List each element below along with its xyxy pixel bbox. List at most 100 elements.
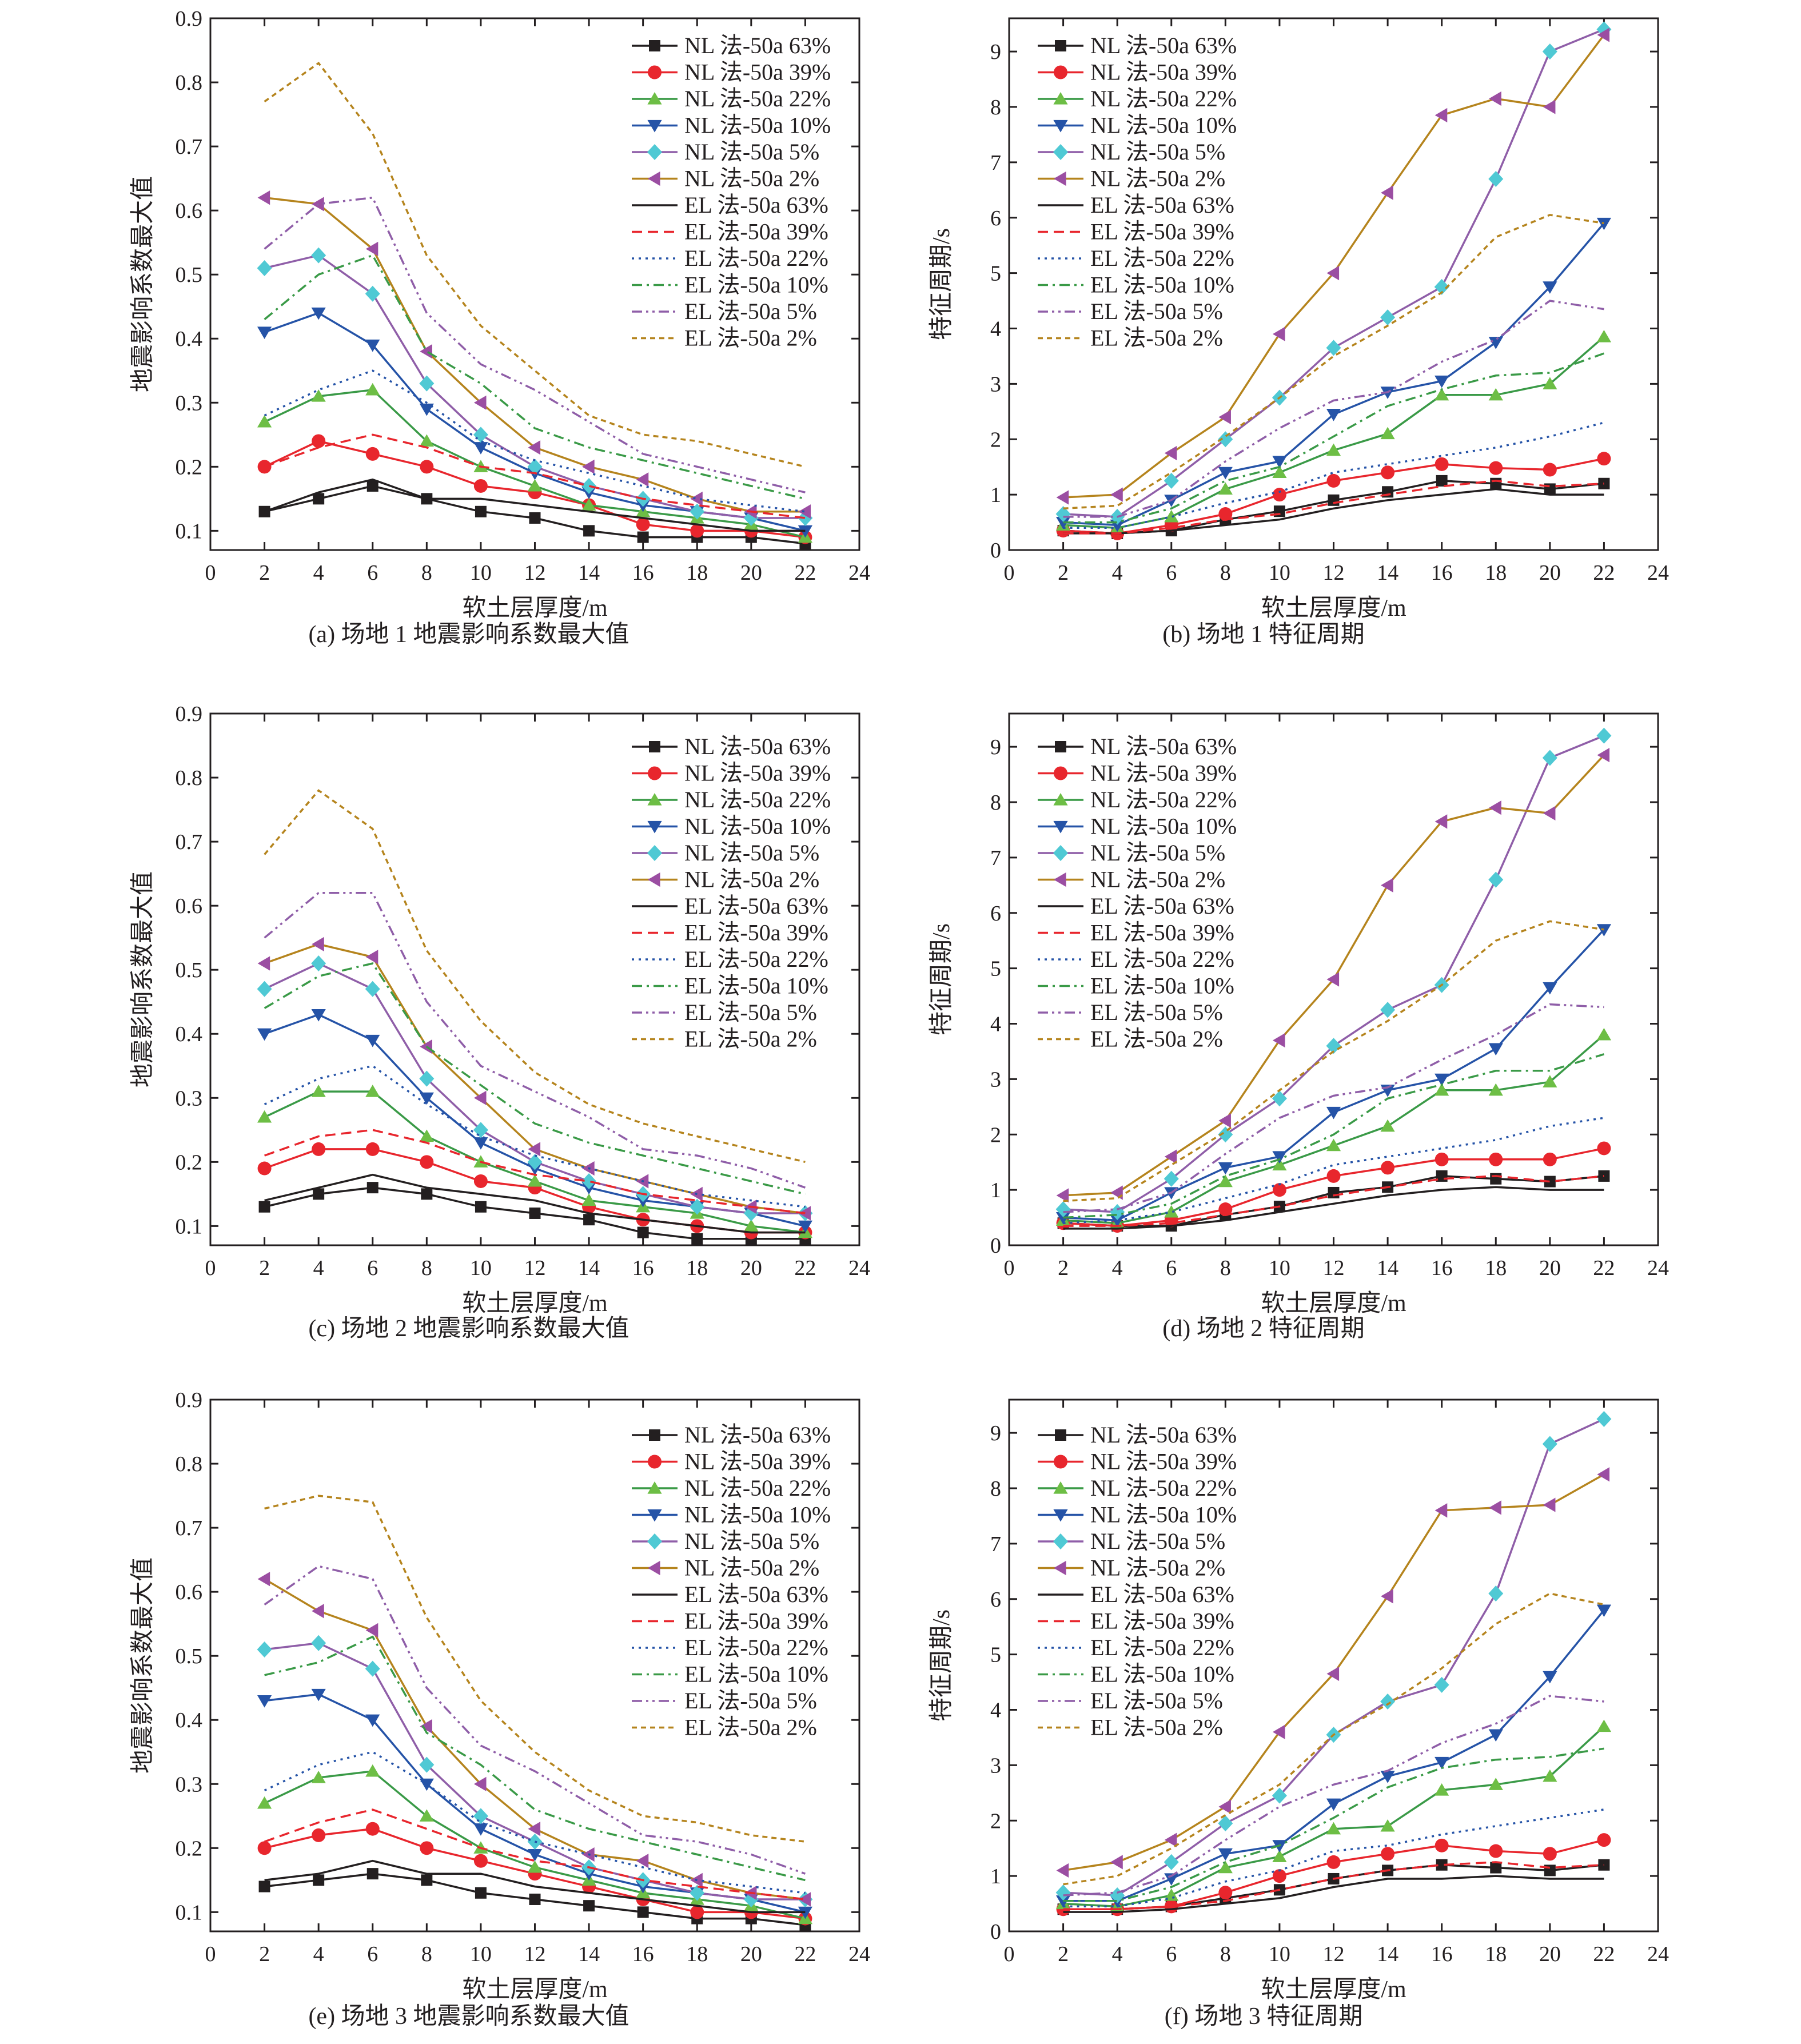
data-point <box>421 1188 433 1200</box>
data-point <box>582 459 595 474</box>
data-point <box>1164 1149 1177 1164</box>
x-tick-label: 20 <box>1539 1942 1561 1966</box>
data-point <box>257 1161 272 1176</box>
x-tick-label: 4 <box>313 1942 324 1966</box>
y-tick-label: 0.2 <box>176 1836 203 1860</box>
data-point <box>1272 1869 1286 1883</box>
data-point <box>636 517 650 532</box>
x-tick-label: 16 <box>632 1256 654 1280</box>
data-point <box>527 1860 543 1873</box>
data-point <box>1272 465 1287 478</box>
y-axis-label: 地震影响系数最大值 <box>130 871 156 1087</box>
legend-marker <box>1053 845 1068 861</box>
y-tick-label: 0.5 <box>176 1644 203 1668</box>
data-point <box>1055 516 1071 529</box>
data-point <box>527 1154 543 1170</box>
data-point <box>1218 1799 1231 1814</box>
series-8 <box>1063 1861 1604 1911</box>
x-tick-label: 16 <box>632 561 654 585</box>
data-point <box>1542 750 1557 766</box>
series-2 <box>1056 1141 1611 1233</box>
data-point <box>1218 482 1233 495</box>
legend-label: NL 法-50a 39% <box>1090 1449 1237 1475</box>
y-axis-label: 特征周期/s <box>929 923 955 1035</box>
series-11 <box>264 891 806 1189</box>
legend-label: NL 法-50a 63% <box>684 1422 831 1448</box>
data-point <box>473 1854 488 1868</box>
y-tick-label: 9 <box>990 735 1001 759</box>
legend-label: EL 法-50a 2% <box>1090 1026 1223 1052</box>
data-point <box>690 1905 704 1919</box>
legend-label: NL 法-50a 39% <box>684 760 831 786</box>
panel-caption: (e) 场地 3 地震影响系数最大值 <box>308 2003 629 2030</box>
data-point <box>581 477 597 494</box>
legend-label: EL 法-50a 2% <box>684 1715 817 1740</box>
series-7 <box>264 1173 806 1234</box>
data-point <box>420 1155 434 1169</box>
series-line <box>264 1635 806 1882</box>
legend-marker <box>647 92 662 105</box>
legend-label: NL 法-50a 22% <box>1090 86 1237 111</box>
legend-label: EL 法-50a 10% <box>684 973 828 999</box>
legend-label: EL 法-50a 10% <box>1090 272 1234 298</box>
data-point <box>1164 1832 1177 1847</box>
data-point <box>1543 1847 1557 1861</box>
data-point <box>311 1688 326 1702</box>
x-tick-label: 16 <box>1431 561 1453 585</box>
data-point <box>473 395 487 410</box>
y-tick-label: 0.1 <box>176 1214 203 1238</box>
series-7 <box>1063 1186 1604 1230</box>
chart-panel-5: 0 2 4 6 8 10 12 14 16 18 20 22 240.10.20.30.40.50.60… <box>130 1388 870 2030</box>
y-tick-label: 0.3 <box>176 1086 203 1110</box>
legend-label: EL 法-50a 5% <box>684 1688 817 1714</box>
legend: NL 法-50a 63%NL 法-50a 39%NL 法-50a 22%NL 法… <box>1038 33 1237 351</box>
x-tick-label: 12 <box>1323 561 1345 585</box>
y-tick-label: 7 <box>990 1532 1001 1556</box>
legend-label: EL 法-50a 2% <box>684 325 817 351</box>
data-point <box>258 1880 270 1892</box>
legend-label: NL 法-50a 63% <box>1090 734 1237 759</box>
data-point <box>313 493 325 505</box>
x-tick-label: 6 <box>1166 1256 1177 1280</box>
legend-marker <box>649 40 660 51</box>
data-point <box>1164 1873 1179 1886</box>
x-tick-label: 4 <box>313 561 324 585</box>
y-tick-label: 6 <box>990 1588 1001 1612</box>
data-point <box>528 440 541 455</box>
y-tick-label: 0.6 <box>176 199 203 223</box>
x-tick-label: 10 <box>470 1256 492 1280</box>
legend-label: NL 法-50a 5% <box>684 840 819 866</box>
data-point <box>1055 506 1071 523</box>
series-line <box>1063 1747 1604 1902</box>
series-8 <box>1063 480 1604 535</box>
y-tick-label: 0.3 <box>176 391 203 415</box>
legend-label: NL 法-50a 63% <box>684 734 831 759</box>
x-tick-label: 14 <box>1377 1942 1398 1966</box>
legend-label: NL 法-50a 5% <box>1090 840 1225 866</box>
x-tick-label: 16 <box>1431 1256 1453 1280</box>
y-tick-label: 4 <box>990 317 1001 341</box>
series-line <box>1063 214 1604 510</box>
legend-marker <box>1054 766 1067 780</box>
data-point <box>1326 1798 1341 1811</box>
series-12 <box>1063 920 1604 1202</box>
data-point <box>473 1090 487 1105</box>
legend-label: EL 法-50a 5% <box>1090 999 1223 1025</box>
legend: NL 法-50a 63%NL 法-50a 39%NL 法-50a 22%NL 法… <box>632 1422 831 1740</box>
x-tick-label: 16 <box>632 1942 654 1966</box>
legend-label: NL 法-50a 63% <box>1090 33 1237 58</box>
data-point <box>636 1854 649 1868</box>
data-point <box>311 307 326 320</box>
series-6 <box>257 1572 811 1907</box>
x-axis-label: 软土层厚度/m <box>462 1290 608 1317</box>
data-point <box>419 434 434 447</box>
legend-marker <box>648 766 662 780</box>
x-tick-label: 20 <box>1539 561 1561 585</box>
data-point <box>365 447 380 461</box>
data-point <box>311 247 326 264</box>
legend-label: NL 法-50a 10% <box>1090 1502 1237 1528</box>
data-point <box>528 1142 541 1157</box>
data-point <box>365 1660 380 1677</box>
data-point <box>1489 1500 1501 1515</box>
data-point <box>1326 1106 1341 1119</box>
